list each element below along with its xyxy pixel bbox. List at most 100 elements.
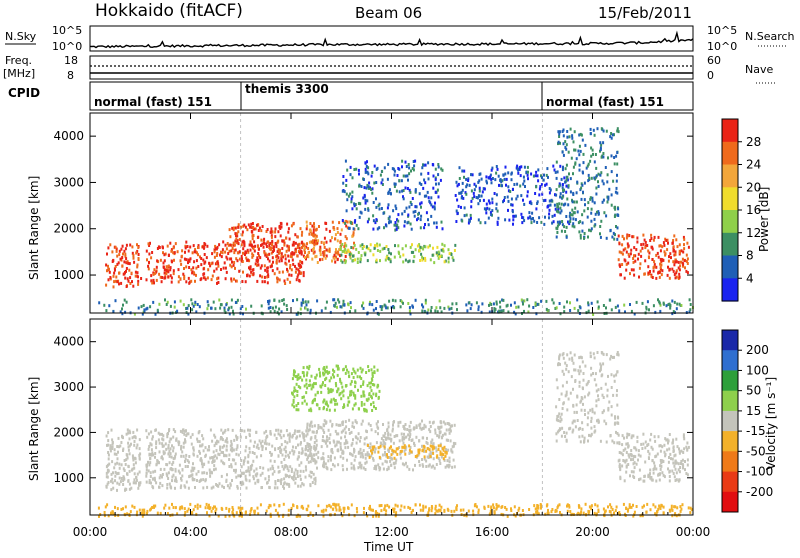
heatmap-cell [601, 127, 603, 130]
heatmap-cell [622, 453, 624, 456]
heatmap-cell [132, 431, 134, 434]
heatmap-cell [214, 307, 216, 310]
heatmap-cell [349, 394, 351, 397]
heatmap-cell [245, 280, 247, 283]
heatmap-cell [532, 306, 534, 309]
heatmap-cell [359, 440, 361, 443]
heatmap-cell [170, 447, 172, 450]
heatmap-cell [324, 384, 326, 387]
heatmap-cell [581, 230, 583, 233]
heatmap-cell [633, 268, 635, 271]
heatmap-cell [340, 455, 342, 458]
heatmap-cell [590, 420, 592, 423]
heatmap-cell [378, 204, 380, 207]
heatmap-cell [678, 273, 680, 276]
heatmap-cell [444, 260, 446, 263]
heatmap-cell [442, 453, 444, 456]
heatmap-cell [302, 435, 304, 438]
heatmap-cell [315, 382, 317, 385]
heatmap-cell [251, 256, 253, 259]
noise-right-tick-bottom: 10^0 [707, 40, 737, 53]
heatmap-cell [506, 178, 508, 181]
heatmap-cell [388, 300, 390, 303]
heatmap-cell [149, 453, 151, 456]
heatmap-cell [126, 244, 128, 247]
heatmap-cell [668, 456, 670, 459]
heatmap-cell [304, 251, 306, 254]
heatmap-cell [399, 439, 401, 442]
heatmap-cell [312, 248, 314, 251]
heatmap-cell [584, 437, 586, 440]
heatmap-cell [125, 463, 127, 466]
heatmap-cell [527, 166, 529, 169]
heatmap-cell [337, 367, 339, 370]
heatmap-cell [313, 222, 315, 225]
heatmap-cell [342, 421, 344, 424]
heatmap-cell [616, 163, 618, 166]
heatmap-cell [647, 300, 649, 303]
heatmap-cell [482, 190, 484, 193]
heatmap-cell [227, 252, 229, 255]
heatmap-cell [336, 403, 338, 406]
heatmap-cell [438, 426, 440, 429]
heatmap-cell [395, 511, 397, 514]
heatmap-cell [521, 299, 523, 302]
heatmap-cell [326, 241, 328, 244]
heatmap-cell [658, 245, 660, 248]
heatmap-cell [605, 306, 607, 309]
heatmap-cell [574, 307, 576, 310]
heatmap-cell [376, 259, 378, 262]
heatmap-cell [303, 366, 305, 369]
heatmap-cell [611, 414, 613, 417]
heatmap-cell [403, 433, 405, 436]
heatmap-cell [272, 467, 274, 470]
heatmap-cell [265, 447, 267, 450]
heatmap-cell [316, 299, 318, 302]
heatmap-cell [678, 261, 680, 264]
heatmap-cell [579, 145, 581, 148]
heatmap-cell [395, 299, 397, 302]
heatmap-cell [531, 212, 533, 215]
heatmap-cell [204, 253, 206, 256]
heatmap-cell [496, 203, 498, 206]
heatmap-cell [556, 236, 558, 239]
heatmap-cell [129, 437, 131, 440]
heatmap-cell [343, 403, 345, 406]
heatmap-cell [657, 252, 659, 255]
heatmap-cell [619, 451, 621, 454]
heatmap-cell [381, 181, 383, 184]
heatmap-cell [554, 214, 556, 217]
heatmap-cell [356, 510, 358, 513]
heatmap-cell [370, 449, 372, 452]
heatmap-cell [294, 386, 296, 389]
heatmap-cell [306, 227, 308, 230]
heatmap-cell [543, 223, 545, 226]
heatmap-cell [225, 244, 227, 247]
heatmap-cell [180, 300, 182, 303]
heatmap-cell [365, 202, 367, 205]
heatmap-cell [113, 285, 115, 288]
heatmap-cell [412, 197, 414, 200]
heatmap-cell [427, 447, 429, 450]
heatmap-cell [430, 451, 432, 454]
heatmap-cell [616, 394, 618, 397]
heatmap-cell [209, 469, 211, 472]
heatmap-cell [469, 184, 471, 187]
heatmap-cell [669, 475, 671, 478]
heatmap-cell [440, 506, 442, 509]
heatmap-cell [161, 484, 163, 487]
heatmap-cell [618, 459, 620, 462]
heatmap-cell [301, 231, 303, 234]
heatmap-cell [402, 462, 404, 465]
heatmap-cell [646, 444, 648, 447]
heatmap-cell [154, 452, 156, 455]
heatmap-cell [319, 371, 321, 374]
heatmap-cell [246, 479, 248, 482]
heatmap-cell [253, 445, 255, 448]
heatmap-cell [361, 304, 363, 307]
heatmap-cell [306, 242, 308, 245]
heatmap-cell [360, 466, 362, 469]
heatmap-cell [689, 308, 691, 311]
heatmap-cell [151, 251, 153, 254]
heatmap-cell [184, 486, 186, 489]
